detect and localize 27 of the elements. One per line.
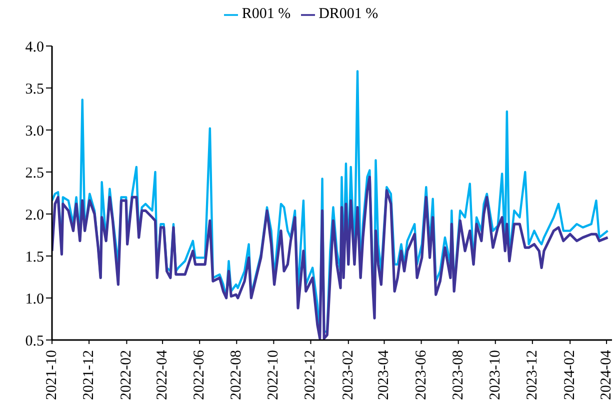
x-tick-label: 2022-06	[192, 350, 208, 400]
x-tick-label: 2021-10	[44, 350, 60, 400]
y-tick-label: 4.0	[25, 39, 44, 56]
y-tick-label: 3.0	[25, 123, 44, 140]
line-series	[52, 176, 610, 340]
x-tick-label: 2022-04	[154, 350, 171, 400]
x-tick-label: 2024-04	[598, 350, 615, 400]
legend-label: R001 %	[242, 6, 291, 22]
y-tick-label: 2.5	[25, 165, 44, 182]
y-tick-label: 1.0	[25, 291, 44, 308]
x-tick-label: 2022-08	[228, 350, 245, 400]
y-tick-label: 2.0	[25, 207, 44, 224]
x-tick-label: 2022-12	[302, 350, 319, 400]
x-tick-label: 2023-06	[413, 350, 430, 400]
y-tick-label: 3.5	[25, 81, 44, 98]
x-tick-label: 2023-02	[340, 350, 356, 400]
x-tick-label: 2023-12	[524, 350, 540, 400]
x-tick-label: 2022-02	[118, 350, 135, 400]
y-tick-label: 0.5	[25, 333, 44, 350]
x-tick-label: 2023-04	[376, 350, 392, 400]
x-tick-label: 2024-02	[562, 350, 578, 400]
x-tick-label: 2023-10	[487, 350, 504, 400]
x-tick-label: 2022-10	[266, 350, 282, 400]
y-tick-label: 1.5	[25, 249, 44, 266]
legend-label: DR001 %	[318, 6, 378, 22]
x-tick-label: 2021-12	[81, 350, 98, 400]
x-tick-label: 2023-08	[450, 350, 466, 400]
